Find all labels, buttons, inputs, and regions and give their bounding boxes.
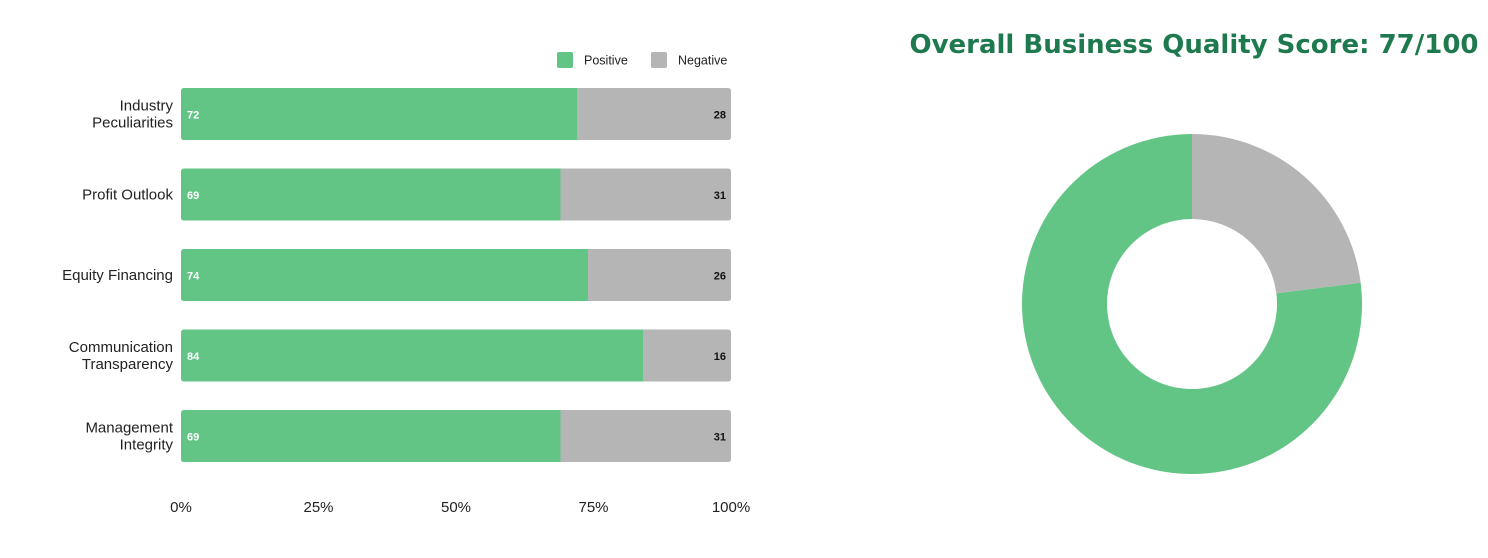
category-label-line: Profit Outlook xyxy=(82,187,173,204)
donut-slice-score xyxy=(1021,134,1362,474)
data-label-negative-2: 26 xyxy=(714,271,726,283)
donut-slice-remainder xyxy=(1192,134,1361,294)
x-tick-label-2: 50% xyxy=(441,499,471,516)
data-label-negative-3: 16 xyxy=(714,351,726,363)
x-tick-label-1: 25% xyxy=(303,499,333,516)
bar-positive-3 xyxy=(181,329,643,382)
category-label-2: Equity Financing xyxy=(62,267,173,284)
donut-chart xyxy=(1021,134,1362,474)
bar-negative-1 xyxy=(560,168,731,221)
x-tick-label-0: 0% xyxy=(170,499,192,516)
category-label-line: Communication xyxy=(69,339,173,356)
data-label-positive-3: 84 xyxy=(187,351,200,363)
bar-negative-2 xyxy=(588,249,731,301)
bar-positive-4 xyxy=(181,410,561,462)
data-label-positive-2: 74 xyxy=(187,271,200,283)
category-label-line: Integrity xyxy=(120,437,174,454)
category-label-line: Transparency xyxy=(82,356,174,373)
bar-positive-1 xyxy=(181,168,561,221)
data-label-negative-4: 31 xyxy=(714,432,726,444)
category-label-line: Industry xyxy=(120,98,174,115)
data-label-negative-1: 31 xyxy=(714,190,726,202)
data-label-positive-0: 72 xyxy=(187,110,199,122)
category-label-3: Communication Transparency xyxy=(69,339,174,373)
category-label-0: Industry Peculiarities xyxy=(92,98,173,132)
data-label-positive-4: 69 xyxy=(187,432,199,444)
bar-positive-2 xyxy=(181,249,588,301)
data-label-positive-1: 69 xyxy=(187,190,199,202)
category-label-4: Management Integrity xyxy=(85,420,173,454)
category-label-line: Peculiarities xyxy=(92,115,173,132)
legend-label-positive: Positive xyxy=(584,54,628,68)
legend-swatch-negative xyxy=(651,52,667,68)
donut-chart-title: Overall Business Quality Score: 77/100 xyxy=(909,30,1479,60)
legend-label-negative: Negative xyxy=(678,54,727,68)
data-label-negative-0: 28 xyxy=(714,110,726,122)
bar-negative-0 xyxy=(577,88,731,140)
bar-negative-4 xyxy=(560,410,731,462)
x-tick-label-3: 75% xyxy=(578,499,608,516)
category-label-1: Profit Outlook xyxy=(82,187,173,204)
category-label-line: Equity Financing xyxy=(62,267,173,284)
bar-positive-0 xyxy=(181,88,577,140)
x-tick-label-4: 100% xyxy=(712,499,750,516)
stacked-bar-chart: Positive Negative 72 28 Industry Peculiaritie… xyxy=(62,52,750,516)
category-label-line: Management xyxy=(85,420,173,437)
legend-swatch-positive xyxy=(557,52,573,68)
bar-negative-3 xyxy=(643,329,731,382)
